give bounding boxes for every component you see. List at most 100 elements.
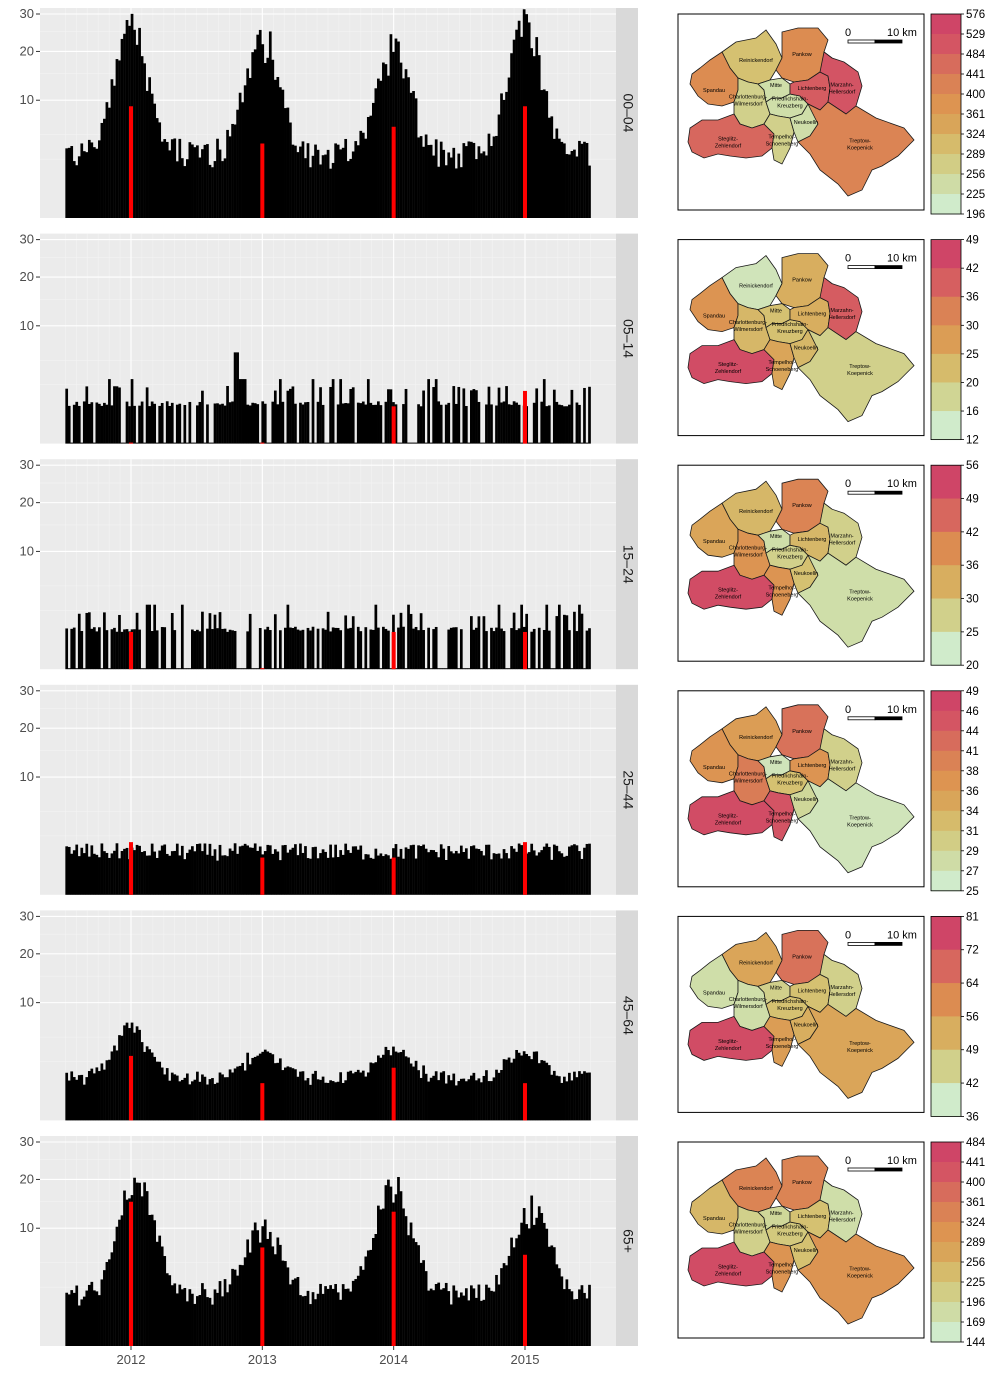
bar <box>535 668 539 670</box>
bar <box>527 668 531 670</box>
bar <box>304 402 307 444</box>
bar <box>482 1299 486 1346</box>
bar <box>251 668 255 670</box>
bar <box>263 629 267 670</box>
bar <box>457 853 461 895</box>
bar <box>82 401 86 444</box>
bar <box>512 39 516 219</box>
bar <box>72 161 76 218</box>
bar <box>336 144 340 218</box>
legend-tick-label: 361 <box>966 1197 985 1209</box>
bar <box>228 1284 232 1346</box>
bar <box>289 849 292 895</box>
bar <box>168 1275 172 1346</box>
bar <box>588 165 591 218</box>
legend-tick-label: 400 <box>966 89 985 101</box>
bar <box>180 158 184 218</box>
bar <box>90 1068 94 1121</box>
facet-label: 45–64 <box>620 996 636 1035</box>
bar <box>578 404 581 444</box>
bar <box>454 850 458 895</box>
legend-swatch <box>931 1016 961 1051</box>
bar <box>552 844 556 895</box>
bar <box>70 1071 74 1121</box>
bar <box>216 403 219 444</box>
bar <box>384 854 388 895</box>
y-tick-label: 30 <box>20 908 34 923</box>
bar <box>226 856 229 895</box>
bar <box>85 612 89 670</box>
legend-swatch <box>931 1049 961 1084</box>
district-label: Tempelhof- <box>768 135 795 141</box>
bar <box>223 158 227 218</box>
bar <box>193 147 197 218</box>
district-label: Wilmersdorf <box>733 553 763 559</box>
district-label: Treptow- <box>849 1267 871 1273</box>
bar <box>150 631 154 670</box>
bar <box>273 849 277 895</box>
legend-tick-label: 441 <box>966 69 985 81</box>
bar <box>231 123 234 218</box>
bar <box>500 858 503 895</box>
x-tick-label: 2015 <box>511 1352 540 1367</box>
bar <box>125 1022 129 1121</box>
district-label: Charlottenburg- <box>729 771 767 777</box>
legend-tick-label: 56 <box>966 460 979 472</box>
bar <box>175 161 179 218</box>
bar <box>573 844 576 895</box>
bar <box>268 845 272 895</box>
bar <box>472 142 476 218</box>
district-label: Spandau <box>703 88 725 94</box>
bar <box>165 1068 169 1121</box>
bar <box>90 402 94 444</box>
district-label: Neukoelln <box>794 1248 818 1254</box>
bar <box>103 118 106 218</box>
highlight-bar <box>260 1083 265 1121</box>
bar <box>334 442 337 444</box>
bar <box>118 1035 121 1121</box>
bar <box>123 33 126 218</box>
bar <box>397 627 400 670</box>
bar <box>497 604 501 670</box>
bar <box>424 442 428 444</box>
bar <box>575 631 579 670</box>
bar <box>497 1284 501 1346</box>
scale-bar-label: 0 <box>845 704 851 716</box>
bar <box>188 1289 192 1346</box>
bar <box>223 405 227 444</box>
bar <box>462 143 466 218</box>
bar <box>301 1071 305 1121</box>
bar <box>326 149 330 218</box>
bar <box>82 853 86 895</box>
bar <box>120 851 124 895</box>
bar <box>77 613 81 670</box>
bar <box>266 1238 270 1346</box>
bar <box>163 1256 167 1346</box>
legend-swatch <box>931 770 961 792</box>
bar <box>304 846 307 895</box>
bar <box>404 847 408 895</box>
legend-tick-label: 225 <box>966 1277 985 1289</box>
bar <box>163 627 167 670</box>
bar <box>198 1081 202 1121</box>
bar <box>281 401 285 444</box>
district-label: Neukoelln <box>794 1022 818 1028</box>
bar <box>138 629 141 670</box>
bar <box>359 1266 363 1346</box>
bar <box>228 402 232 444</box>
bar <box>188 401 192 444</box>
bar <box>464 1288 468 1346</box>
district-label: Tempelhof- <box>768 360 795 366</box>
bar <box>87 612 91 670</box>
bar <box>253 1056 257 1121</box>
bar <box>439 1072 443 1121</box>
district-label: Reinickendorf <box>739 509 773 515</box>
bar <box>447 1291 451 1346</box>
bar <box>507 404 511 444</box>
bar <box>80 143 84 218</box>
bar <box>477 1078 481 1121</box>
bar <box>291 144 295 218</box>
bar <box>203 668 207 670</box>
bar <box>575 1077 579 1121</box>
bar <box>557 604 561 670</box>
